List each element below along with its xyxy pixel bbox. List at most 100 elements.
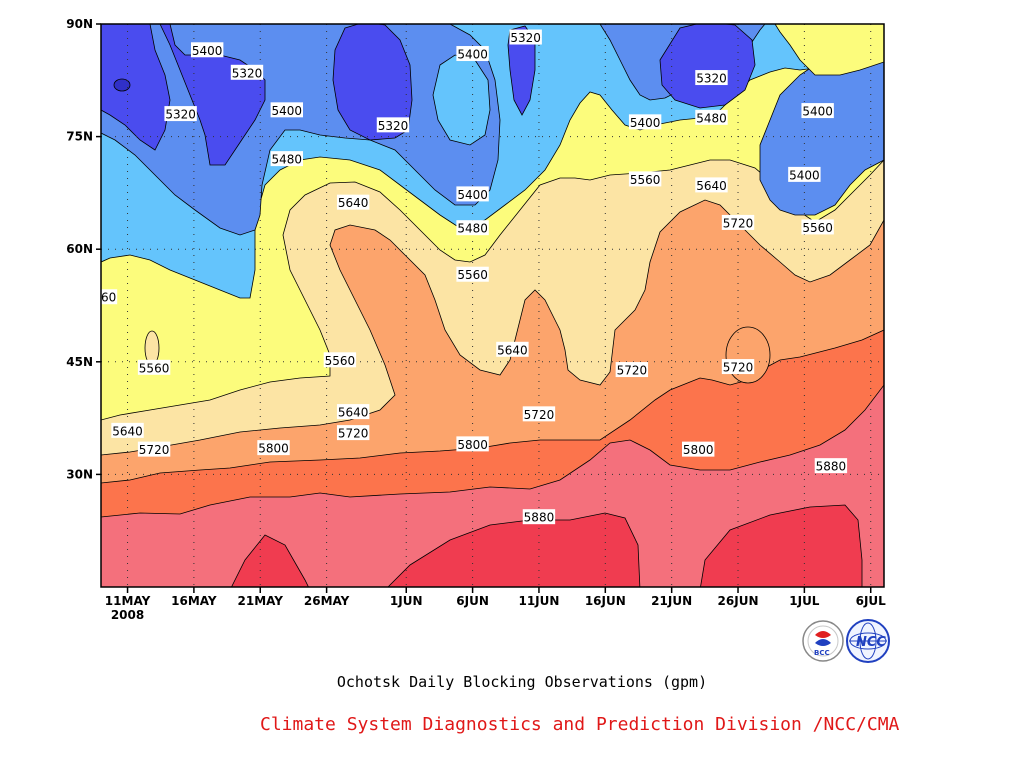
- contour-label-bg: [682, 441, 715, 457]
- contour-label-bg: [456, 46, 489, 62]
- band-below-5320-east: [659, 24, 756, 109]
- contour-label-22: 5800: [456, 436, 489, 452]
- x-tick-label-11: 6JUL: [856, 594, 887, 608]
- contour-label-text: 5880: [816, 460, 847, 474]
- contour-label-text: 5720: [617, 364, 648, 378]
- contour-label-text: 5720: [723, 361, 754, 375]
- contour-label-bg: [190, 42, 224, 58]
- contour-label-2: 5320: [164, 106, 197, 122]
- contour-label-bg: [336, 194, 370, 210]
- contour-label-27: 5720: [721, 359, 755, 375]
- contour-label-8: 5640: [336, 194, 370, 210]
- contour-label-text: 5640: [338, 196, 369, 210]
- contour-label-bg: [456, 220, 489, 236]
- contour-label-text: 5560: [630, 173, 661, 187]
- band-5480-5560-ne: [774, 24, 884, 76]
- contour-label-34: 5400: [801, 103, 834, 119]
- x-tick-label-6: 11JUN: [518, 594, 559, 608]
- contour-label-0: 5400: [190, 42, 224, 58]
- chart-title: Ochotsk Daily Blocking Observations (gpm…: [336, 673, 708, 691]
- contour-label-bg: [509, 29, 542, 45]
- contour-label-bg: [164, 106, 197, 122]
- contour-label-text: 5480: [457, 222, 488, 236]
- contour-label-text: 5400: [272, 104, 303, 118]
- contour-label-text: 5320: [378, 119, 409, 133]
- contour-label-text: 5480: [272, 153, 303, 167]
- contour-label-19: 5720: [336, 425, 370, 441]
- x-tick-label-0: 11MAY: [105, 594, 151, 608]
- contour-label-bg: [801, 219, 834, 235]
- y-tick-label-2: 60N: [66, 242, 93, 256]
- contour-label-bg: [101, 289, 118, 305]
- contour-label-text: 5400: [789, 168, 820, 182]
- contour-label-text: 5880: [524, 511, 555, 525]
- contour-label-20: 5720: [522, 406, 556, 422]
- contour-label-35: 5400: [788, 166, 821, 182]
- contour-label-15: 5640: [496, 341, 529, 357]
- contour-label-3: 5400: [270, 102, 303, 118]
- contour-label-bg: [456, 186, 489, 202]
- plot-frame: [100, 23, 885, 588]
- contour-label-bg: [522, 406, 556, 422]
- contour-label-11: 5560: [456, 266, 489, 282]
- contour-label-31: 5400: [628, 114, 662, 130]
- contour-label-1: 5320: [230, 64, 264, 80]
- contour-label-bg: [695, 177, 728, 193]
- contour-label-bg: [111, 422, 144, 438]
- y-tick-label-0: 30N: [66, 467, 93, 481]
- contour-label-9: 5400: [456, 186, 489, 202]
- contour-label-6: 5400: [456, 46, 489, 62]
- contour-label-text: 5640: [696, 179, 727, 193]
- contour-label-text: 5560: [139, 361, 170, 375]
- contour-label-text: 5560: [802, 221, 833, 235]
- contour-label-bg: [814, 458, 848, 474]
- contour-label-bg: [456, 436, 489, 452]
- contour-label-text: 5720: [524, 408, 555, 422]
- contour-label-28: 5720: [721, 214, 755, 230]
- contour-label-text: 5640: [112, 424, 143, 438]
- contour-label-bg: [801, 103, 834, 119]
- ncc-logo: NCC: [846, 619, 890, 663]
- x-tick-sublabel-0: 2008: [111, 608, 144, 622]
- contour-label-bg: [695, 70, 728, 86]
- contour-label-text: 5800: [457, 438, 488, 452]
- contour-label-text: 5320: [165, 108, 196, 122]
- contour-label-text: 5640: [497, 343, 528, 357]
- contour-label-bg: [496, 341, 529, 357]
- contour-label-29: 5560: [628, 171, 662, 187]
- contour-label-bg: [628, 171, 662, 187]
- contour-label-bg: [336, 425, 370, 441]
- contour-label-36: 5560: [801, 219, 834, 235]
- contour-label-text: 5800: [683, 443, 714, 457]
- contour-label-bg: [788, 166, 821, 182]
- contour-label-text: 5800: [258, 442, 289, 456]
- contour-label-bg: [230, 64, 264, 80]
- band-above-5880: [231, 504, 863, 587]
- contour-label-33: 5320: [695, 70, 728, 86]
- contour-label-bg: [270, 151, 303, 167]
- contour-label-bg: [376, 117, 410, 133]
- contour-label-bg: [270, 102, 303, 118]
- x-tick-label-9: 26JUN: [718, 594, 759, 608]
- y-tick-label-3: 75N: [66, 130, 93, 144]
- x-tick-label-10: 1JUL: [789, 594, 820, 608]
- contour-label-bg: [456, 266, 489, 282]
- contour-label-12: 5560: [101, 289, 118, 305]
- x-tick-label-4: 1JUN: [390, 594, 423, 608]
- contour-label-bg: [628, 114, 662, 130]
- contour-label-25: 5880: [814, 458, 848, 474]
- contour-label-bg: [137, 359, 171, 375]
- chart-credit: Climate System Diagnostics and Predictio…: [260, 714, 900, 735]
- contour-label-bg: [257, 440, 290, 456]
- contour-label-4: 5320: [376, 117, 410, 133]
- band-5560-5640-island: [725, 326, 771, 384]
- contour-label-16: 5640: [111, 422, 144, 438]
- contour-label-text: 5320: [696, 72, 727, 86]
- band-below-5320-central: [332, 24, 413, 141]
- contour-label-bg: [721, 359, 755, 375]
- x-tick-label-2: 21MAY: [238, 594, 284, 608]
- y-tick-label-4: 90N: [66, 17, 93, 31]
- contour-label-bg: [721, 214, 755, 230]
